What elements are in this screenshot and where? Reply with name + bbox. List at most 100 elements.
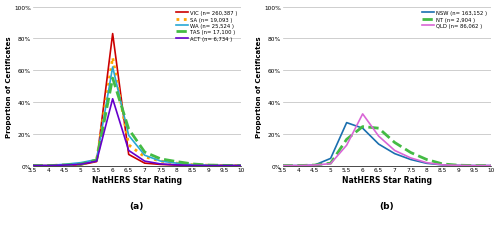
- QLD (n= 86,062 ): [296, 164, 302, 167]
- WA (n= 25,524 ): [62, 163, 68, 166]
- SA (n= 19,093 ): [222, 164, 228, 167]
- NSW (n= 163,152 ): [424, 162, 430, 165]
- Legend: NSW (n= 163,152 ), NT (n= 2,904 ), QLD (n= 86,062 ): NSW (n= 163,152 ), NT (n= 2,904 ), QLD (…: [421, 10, 488, 30]
- TAS (n= 17,100 ): [142, 151, 148, 154]
- SA (n= 19,093 ): [190, 164, 196, 166]
- VIC (n= 260,387 ): [190, 164, 196, 167]
- SA (n= 19,093 ): [206, 164, 212, 167]
- NT (n= 2,904 ): [440, 163, 446, 166]
- SA (n= 19,093 ): [94, 159, 100, 162]
- QLD (n= 86,062 ): [456, 164, 462, 167]
- QLD (n= 86,062 ): [392, 149, 398, 152]
- QLD (n= 86,062 ): [424, 162, 430, 164]
- Line: SA (n= 19,093 ): SA (n= 19,093 ): [32, 58, 241, 166]
- Line: VIC (n= 260,387 ): VIC (n= 260,387 ): [32, 34, 241, 166]
- NT (n= 2,904 ): [456, 164, 462, 167]
- TAS (n= 17,100 ): [30, 164, 36, 167]
- QLD (n= 86,062 ): [328, 163, 334, 165]
- TAS (n= 17,100 ): [158, 158, 164, 161]
- TAS (n= 17,100 ): [190, 163, 196, 166]
- NSW (n= 163,152 ): [328, 157, 334, 160]
- Line: NT (n= 2,904 ): NT (n= 2,904 ): [282, 127, 491, 166]
- QLD (n= 86,062 ): [472, 164, 478, 167]
- NT (n= 2,904 ): [424, 158, 430, 161]
- TAS (n= 17,100 ): [94, 159, 100, 162]
- TAS (n= 17,100 ): [78, 163, 84, 166]
- WA (n= 25,524 ): [94, 158, 100, 161]
- NT (n= 2,904 ): [472, 164, 478, 167]
- QLD (n= 86,062 ): [488, 164, 494, 167]
- WA (n= 25,524 ): [110, 66, 116, 69]
- TAS (n= 17,100 ): [206, 164, 212, 167]
- VIC (n= 260,387 ): [238, 164, 244, 167]
- NSW (n= 163,152 ): [408, 158, 414, 161]
- Line: NSW (n= 163,152 ): NSW (n= 163,152 ): [282, 123, 491, 166]
- TAS (n= 17,100 ): [110, 77, 116, 80]
- NSW (n= 163,152 ): [392, 152, 398, 155]
- VIC (n= 260,387 ): [174, 164, 180, 167]
- ACT (n= 6,734 ): [78, 163, 84, 166]
- NSW (n= 163,152 ): [440, 164, 446, 167]
- QLD (n= 86,062 ): [280, 164, 285, 167]
- NSW (n= 163,152 ): [488, 164, 494, 167]
- NSW (n= 163,152 ): [344, 122, 349, 125]
- Text: (a): (a): [130, 201, 144, 210]
- WA (n= 25,524 ): [206, 164, 212, 167]
- QLD (n= 86,062 ): [344, 144, 349, 147]
- NT (n= 2,904 ): [344, 138, 349, 141]
- QLD (n= 86,062 ): [360, 113, 366, 116]
- Text: (b): (b): [380, 201, 394, 210]
- Line: ACT (n= 6,734 ): ACT (n= 6,734 ): [32, 99, 241, 166]
- WA (n= 25,524 ): [30, 164, 36, 167]
- SA (n= 19,093 ): [174, 162, 180, 165]
- ACT (n= 6,734 ): [110, 98, 116, 101]
- NT (n= 2,904 ): [360, 126, 366, 128]
- ACT (n= 6,734 ): [30, 164, 36, 167]
- ACT (n= 6,734 ): [46, 164, 52, 167]
- SA (n= 19,093 ): [62, 164, 68, 167]
- VIC (n= 260,387 ): [78, 164, 84, 167]
- VIC (n= 260,387 ): [222, 164, 228, 167]
- SA (n= 19,093 ): [142, 156, 148, 158]
- ACT (n= 6,734 ): [222, 164, 228, 167]
- WA (n= 25,524 ): [158, 160, 164, 163]
- NSW (n= 163,152 ): [280, 164, 285, 167]
- WA (n= 25,524 ): [78, 162, 84, 164]
- NT (n= 2,904 ): [376, 127, 382, 130]
- NT (n= 2,904 ): [408, 152, 414, 154]
- WA (n= 25,524 ): [126, 134, 132, 137]
- ACT (n= 6,734 ): [94, 160, 100, 163]
- QLD (n= 86,062 ): [440, 164, 446, 167]
- NSW (n= 163,152 ): [296, 164, 302, 167]
- ACT (n= 6,734 ): [190, 164, 196, 167]
- TAS (n= 17,100 ): [238, 164, 244, 167]
- VIC (n= 260,387 ): [30, 164, 36, 167]
- Legend: VIC (n= 260,387 ), SA (n= 19,093 ), WA (n= 25,524 ), TAS (n= 17,100 ), ACT (n= 6: VIC (n= 260,387 ), SA (n= 19,093 ), WA (…: [175, 10, 238, 43]
- SA (n= 19,093 ): [30, 164, 36, 167]
- VIC (n= 260,387 ): [126, 153, 132, 156]
- NT (n= 2,904 ): [296, 164, 302, 167]
- QLD (n= 86,062 ): [408, 157, 414, 160]
- VIC (n= 260,387 ): [46, 164, 52, 167]
- SA (n= 19,093 ): [110, 57, 116, 60]
- Line: QLD (n= 86,062 ): QLD (n= 86,062 ): [282, 114, 491, 166]
- NT (n= 2,904 ): [392, 141, 398, 144]
- VIC (n= 260,387 ): [158, 163, 164, 166]
- WA (n= 25,524 ): [222, 164, 228, 167]
- WA (n= 25,524 ): [142, 154, 148, 157]
- VIC (n= 260,387 ): [206, 164, 212, 167]
- Y-axis label: Proportion of Certificates: Proportion of Certificates: [256, 36, 262, 137]
- ACT (n= 6,734 ): [174, 164, 180, 167]
- X-axis label: NatHERS Star Rating: NatHERS Star Rating: [92, 175, 182, 184]
- X-axis label: NatHERS Star Rating: NatHERS Star Rating: [342, 175, 432, 184]
- ACT (n= 6,734 ): [238, 164, 244, 167]
- Line: WA (n= 25,524 ): WA (n= 25,524 ): [32, 68, 241, 166]
- TAS (n= 17,100 ): [222, 164, 228, 167]
- SA (n= 19,093 ): [78, 163, 84, 166]
- TAS (n= 17,100 ): [46, 164, 52, 167]
- VIC (n= 260,387 ): [62, 164, 68, 167]
- NSW (n= 163,152 ): [456, 164, 462, 167]
- Line: TAS (n= 17,100 ): TAS (n= 17,100 ): [32, 79, 241, 166]
- NSW (n= 163,152 ): [312, 164, 318, 167]
- NT (n= 2,904 ): [328, 162, 334, 165]
